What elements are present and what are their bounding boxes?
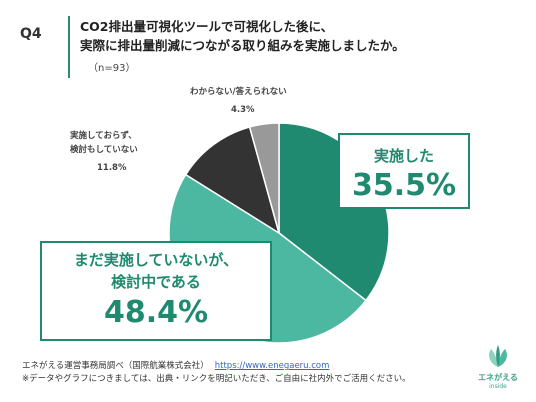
callout-considering-label-line-2: 検討中である — [111, 273, 201, 291]
slice-pct-not-considered: 11.8% — [97, 163, 127, 173]
slice-pct-unknown: 4.3% — [231, 105, 255, 115]
slice-label-unknown-text: わからない/答えられない — [190, 87, 287, 97]
logo-text: エネがえる — [478, 373, 518, 382]
slice-label-not-considered-line-2: 検討もしていない — [70, 145, 138, 155]
footer: エネがえる運営事務局調べ（国際航業株式会社） https://www.enegae… — [22, 360, 411, 386]
callout-considering-label-line-1: まだ実施していないが、 — [73, 251, 239, 269]
callout-considering-pct: 48.4% — [103, 295, 209, 330]
slice-label-not-considered-line-1: 実施しておらず、 — [70, 131, 137, 141]
question-title-line-2: 実際に排出量削減につながる取り組みを実施しましたか。 — [80, 38, 405, 53]
pie-slice-unknown — [248, 122, 280, 234]
callout-implemented-pct: 35.5% — [351, 168, 457, 203]
question-title-line-1: CO2排出量可視化ツールで可視化した後に、 — [80, 19, 334, 34]
sample-size: （n=93） — [88, 63, 136, 74]
footer-note: ※データやグラフにつきましては、出典・リンクを明記いただき、ご自由に社内外でご活… — [22, 374, 411, 384]
logo-subtext: inside — [489, 383, 507, 390]
footer-link[interactable]: https://www.enegaeru.com — [214, 361, 330, 371]
callout-considering: まだ実施していないが、 検討中である 48.4% — [40, 241, 272, 341]
logo-leaf-icon — [489, 345, 507, 367]
question-number: Q4 — [20, 26, 42, 42]
title-accent-bar — [68, 16, 70, 78]
slice-label-unknown: わからない/答えられない — [190, 85, 287, 99]
callout-implemented: 実施した 35.5% — [338, 133, 470, 209]
footer-source: エネがえる運営事務局調べ（国際航業株式会社） — [22, 361, 209, 371]
slice-label-not-considered: 実施しておらず、 検討もしていない — [70, 129, 138, 157]
question-title: CO2排出量可視化ツールで可視化した後に、 実際に排出量削減につながる取り組みを… — [80, 17, 520, 55]
pie-slice-not-considered — [184, 126, 281, 235]
callout-implemented-label: 実施した — [373, 147, 434, 165]
enegaeru-logo: エネがえる inside — [474, 343, 522, 393]
